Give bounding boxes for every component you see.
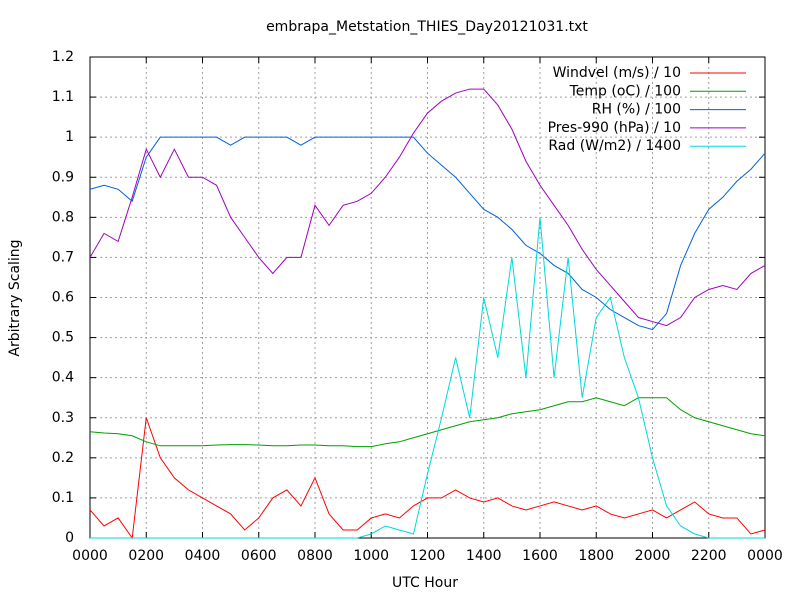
y-tick-label: 0.8: [52, 209, 74, 225]
x-tick-label: 0400: [185, 548, 221, 564]
x-axis-label: UTC Hour: [392, 575, 458, 591]
x-tick-label: 1200: [410, 548, 446, 564]
y-tick-label: 0.7: [52, 249, 74, 265]
y-tick-label: 0.5: [52, 330, 74, 346]
x-tick-label: 0000: [747, 548, 783, 564]
x-tick-label: 1400: [466, 548, 502, 564]
series-line: [89, 88, 766, 327]
series-line: [90, 217, 765, 539]
series-line: [89, 136, 766, 331]
x-tick-label: 0600: [241, 548, 277, 564]
chart-title: embrapa_Metstation_THIES_Day20121031.txt: [266, 19, 588, 35]
y-tick-label: 0.4: [52, 370, 74, 386]
x-tick-label: 0000: [72, 548, 108, 564]
series-line: [89, 417, 766, 540]
legend-label: RH (%) / 100: [592, 102, 681, 118]
y-tick-label: 0.6: [52, 290, 74, 306]
y-tick-label: 0.3: [52, 410, 74, 426]
y-tick-label: 0.9: [52, 169, 74, 185]
y-tick-label: 0.2: [52, 450, 74, 466]
legend-label: Rad (W/m2) / 1400: [548, 138, 681, 154]
y-axis-label: Arbitrary Scaling: [7, 239, 23, 356]
y-tick-label: 0: [65, 530, 74, 546]
y-tick-label: 1: [65, 129, 74, 145]
x-tick-label: 2000: [635, 548, 671, 564]
y-tick-label: 1.1: [52, 89, 74, 105]
y-tick-label: 0.1: [52, 490, 74, 506]
x-tick-label: 1000: [353, 548, 389, 564]
x-tick-label: 2200: [691, 548, 727, 564]
x-tick-label: 1600: [522, 548, 558, 564]
legend-label: Temp (oC) / 100: [569, 83, 681, 99]
legend-label: Windvel (m/s) / 10: [553, 65, 681, 81]
plot-frame: [89, 56, 766, 539]
series-line: [89, 397, 766, 448]
x-tick-label: 1800: [578, 548, 614, 564]
y-tick-label: 1.2: [52, 49, 74, 65]
x-tick-label: 0200: [128, 548, 164, 564]
legend-label: Pres-990 (hPa) / 10: [548, 120, 681, 136]
x-tick-label: 0800: [297, 548, 333, 564]
